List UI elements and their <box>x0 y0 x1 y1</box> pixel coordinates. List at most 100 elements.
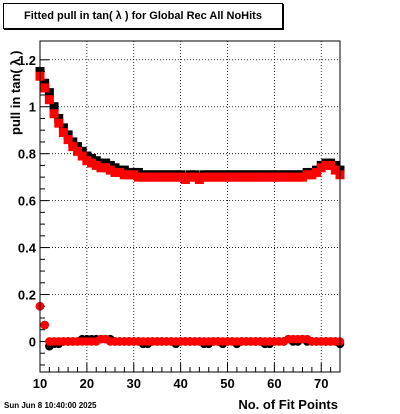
y-tick-label-6: 1.2 <box>18 53 36 68</box>
series-1-square-point <box>129 170 139 180</box>
series-1-square-point <box>176 172 186 182</box>
series-0-square-point <box>133 167 143 177</box>
y-tick-label-2: 0.4 <box>18 241 37 256</box>
series-0-square-point <box>68 137 78 147</box>
series-3-circle-point <box>40 320 49 330</box>
x-tick-label-10: 10 <box>33 376 47 391</box>
chart-title-box: Fitted pull in tan( λ ) for Global Rec A… <box>3 3 283 29</box>
series-1-square-point <box>105 165 115 175</box>
series-1-square-point <box>124 170 134 180</box>
series-1-square-point <box>307 170 317 180</box>
timestamp: Sun Jun 8 10:40:00 2025 <box>4 401 97 410</box>
series-1-square-point <box>279 172 289 182</box>
series-1-square-point <box>185 172 195 182</box>
series-1-square-point <box>283 172 293 182</box>
series-0-square-point <box>58 123 68 133</box>
y-axis-label: pull in tan( λ ) <box>8 50 23 136</box>
series-1-square-point <box>58 128 68 138</box>
series-1-square-point <box>91 160 101 170</box>
series-1-square-point <box>223 172 232 182</box>
series-1-square-point <box>330 165 340 175</box>
y-tick-label-5: 1 <box>29 100 36 115</box>
series-1-square-point <box>148 172 157 182</box>
series-0-square-point <box>91 156 101 166</box>
y-tick-label-4: 0.8 <box>18 147 36 162</box>
series-0-square-point <box>40 78 50 88</box>
series-1-square-point <box>77 151 87 161</box>
series-1-square-point <box>115 167 125 177</box>
series-0-square-point <box>110 163 120 173</box>
y-tick-label-0: 0 <box>29 334 36 349</box>
series-1-square-point <box>204 172 214 182</box>
series-0-square-point <box>73 142 82 152</box>
series-1-square-point <box>54 118 64 128</box>
series-1-square-point <box>166 172 176 182</box>
series-1-square-point <box>96 163 106 173</box>
series-1-square-point <box>194 175 204 185</box>
y-tick-label-1: 0.2 <box>18 288 36 303</box>
series-1-square-point <box>218 172 228 182</box>
series-1-square-point <box>288 172 298 182</box>
series-1-square-point <box>63 135 73 145</box>
series-0-square-point <box>49 102 59 112</box>
series-1-square-point <box>40 83 50 93</box>
series-1-square-point <box>265 172 275 182</box>
series-1-square-point <box>49 109 59 119</box>
series-1-square-point <box>227 172 237 182</box>
series-0-square-point <box>87 153 97 163</box>
series-1-square-point <box>110 167 120 177</box>
series-1-square-point <box>157 172 167 182</box>
x-tick-label-70: 70 <box>314 376 328 391</box>
series-0-square-point <box>330 160 340 170</box>
series-1-square-point <box>82 156 92 166</box>
plot-frame <box>39 40 341 373</box>
series-0-square-point <box>82 151 92 161</box>
series-1-square-point <box>260 172 270 182</box>
series-1-square-point <box>138 172 148 182</box>
series-1-square-point <box>143 172 153 182</box>
series-1-square-point <box>237 172 247 182</box>
series-0-square-point <box>119 165 129 175</box>
series-1-square-point <box>246 172 256 182</box>
series-1-square-point <box>73 146 82 156</box>
series-1-square-point <box>208 172 218 182</box>
series-1-square-point <box>321 160 331 170</box>
series-1-square-point <box>180 175 190 185</box>
series-0-square-point <box>54 113 64 123</box>
series-1-square-point <box>232 172 242 182</box>
series-1-square-point <box>293 172 303 182</box>
series-0-square-point <box>77 146 87 156</box>
series-1-square-point <box>316 163 326 173</box>
series-1-square-point <box>298 172 307 182</box>
series-1-square-point <box>101 163 111 173</box>
x-tick-label-40: 40 <box>173 376 187 391</box>
series-1-square-point <box>119 170 129 180</box>
series-1-square-point <box>87 158 97 168</box>
series-0-square-point <box>96 158 106 168</box>
y-tick-label-3: 0.6 <box>18 194 36 209</box>
series-1-square-point <box>326 160 336 170</box>
series-1-square-point <box>190 172 200 182</box>
x-tick-label-60: 60 <box>267 376 281 391</box>
series-0-square-point <box>105 160 115 170</box>
series-0-square-point <box>101 158 111 168</box>
plot-area <box>40 41 340 372</box>
series-1-square-point <box>269 172 279 182</box>
series-0-square-point <box>63 130 73 140</box>
x-tick-label-20: 20 <box>80 376 94 391</box>
series-0-square-point <box>44 88 54 98</box>
series-1-square-point <box>251 172 261 182</box>
series-1-square-point <box>274 172 284 182</box>
series-1-square-point <box>241 172 251 182</box>
series-1-square-point <box>302 170 312 180</box>
x-axis-label: No. of Fit Points <box>238 397 338 412</box>
x-tick-label-30: 30 <box>127 376 141 391</box>
series-1-square-point <box>171 172 181 182</box>
series-1-square-point <box>312 167 322 177</box>
series-1-square-point <box>133 172 143 182</box>
series-1-square-point <box>68 142 78 152</box>
series-1-square-point <box>213 172 223 182</box>
series-1-square-point <box>44 95 54 105</box>
series-1-square-point <box>152 172 162 182</box>
